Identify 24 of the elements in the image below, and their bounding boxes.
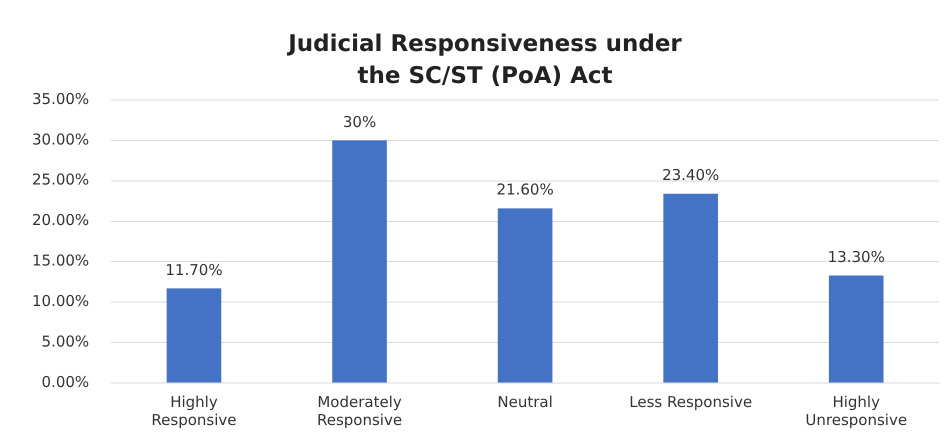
bar xyxy=(663,194,718,382)
data-label: 13.30% xyxy=(828,248,885,266)
data-label: 30% xyxy=(342,112,376,131)
x-tick-label: Less Responsive xyxy=(629,392,752,411)
x-tick-label: Neutral xyxy=(497,392,553,411)
bar xyxy=(166,288,222,382)
y-tick-label: 30.00% xyxy=(32,130,90,148)
y-tick-label: 20.00% xyxy=(32,211,90,230)
x-tick-label: Moderately Responsive xyxy=(316,392,402,429)
x-tick-label: Highly Responsive xyxy=(151,392,237,429)
y-tick-label: 35.00% xyxy=(32,90,90,108)
bar xyxy=(828,275,884,382)
y-tick-label: 25.00% xyxy=(32,170,90,189)
data-label: 21.60% xyxy=(496,180,554,199)
y-tick-label: 0.00% xyxy=(42,372,90,391)
y-tick-label: 5.00% xyxy=(42,332,90,350)
bar xyxy=(332,140,387,382)
x-tick-label: Highly Unresponsive xyxy=(805,392,908,429)
bar xyxy=(498,208,552,382)
chart-title: Judicial Responsiveness under the SC/ST (PoA) Act xyxy=(286,30,683,91)
data-label: 23.40% xyxy=(662,166,720,184)
data-label: 11.70% xyxy=(165,260,223,279)
y-tick-label: 10.00% xyxy=(32,292,90,310)
y-tick-label: 15.00% xyxy=(32,252,90,270)
